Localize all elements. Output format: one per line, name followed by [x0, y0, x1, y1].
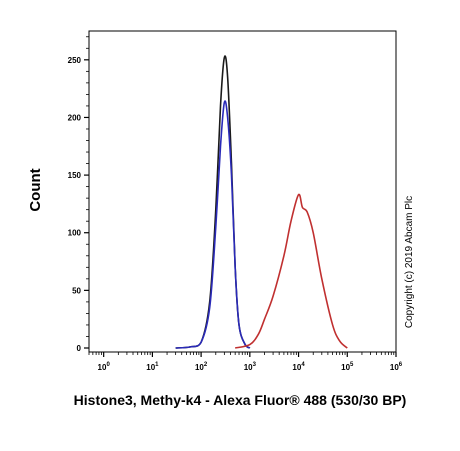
- y-tick-label: 0: [77, 344, 82, 353]
- y-axis-ticks: 0 50 100 150 200 250: [68, 36, 89, 353]
- y-tick-label: 200: [68, 113, 82, 122]
- plot-frame: [88, 30, 397, 353]
- y-tick-label: 100: [68, 229, 82, 238]
- x-axis-ticks: 100 101 102 103 104 105 106: [88, 352, 403, 372]
- x-tick-label: 106: [390, 362, 403, 372]
- x-tick-label: 102: [195, 362, 208, 372]
- y-tick-label: 250: [68, 56, 82, 65]
- x-tick-label: 105: [341, 362, 354, 372]
- x-tick-label: 103: [244, 362, 257, 372]
- y-tick-label: 150: [68, 171, 82, 180]
- copyright-annotation: Copyright (c) 2019 Abcam Plc: [404, 196, 415, 328]
- x-tick-label: 100: [98, 362, 111, 372]
- x-axis-title: Histone3, Methy-k4 - Alexa Fluor® 488 (5…: [74, 392, 407, 408]
- histogram-curve-2: [175, 100, 251, 349]
- series-layer: [175, 55, 348, 349]
- histogram-curve-3: [234, 193, 348, 349]
- x-tick-label: 101: [146, 362, 159, 372]
- x-tick-label: 104: [292, 362, 305, 372]
- y-axis-title: Count: [27, 168, 44, 211]
- y-tick-label: 50: [72, 286, 81, 295]
- histogram-curve-1: [175, 55, 251, 349]
